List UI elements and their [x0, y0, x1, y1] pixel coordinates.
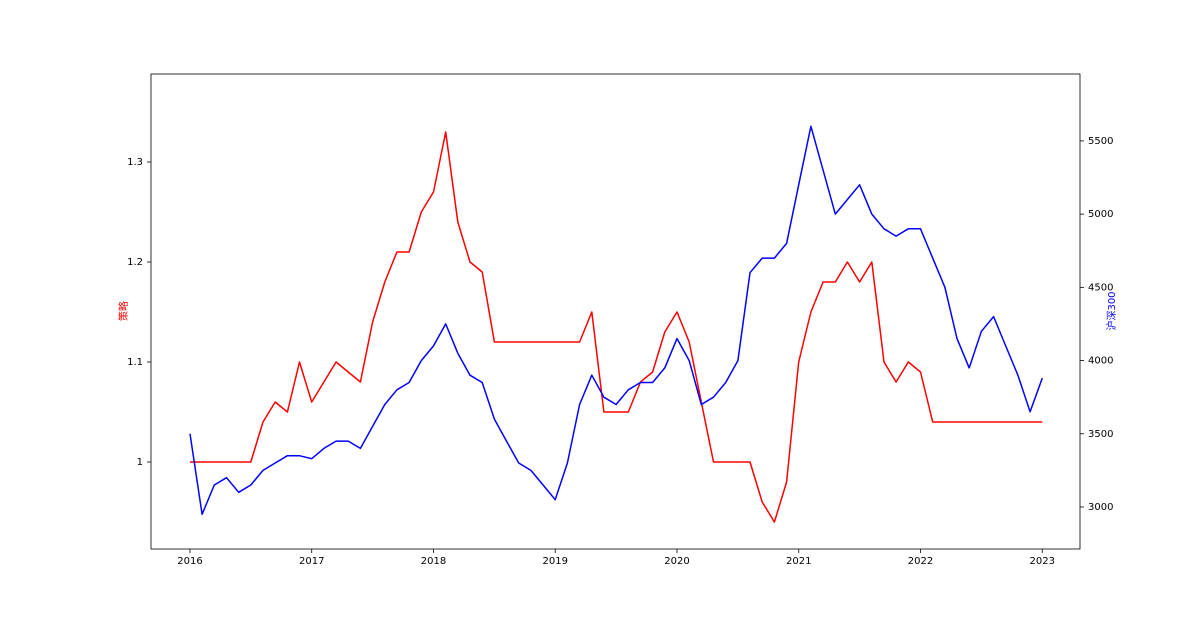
x-tick-label: 2017 [299, 556, 324, 567]
x-tick-label: 2016 [177, 556, 202, 567]
series-line [190, 131, 1043, 523]
x-tick-label: 2019 [543, 556, 568, 567]
y-tick-label: 1 [137, 457, 143, 468]
y2-tick-label: 4000 [1088, 356, 1113, 367]
plot-frame [150, 73, 1081, 550]
y-axis-label: 策略 [117, 301, 130, 321]
y2-tick-label: 4500 [1088, 282, 1113, 293]
y-tick-label: 1.1 [127, 357, 143, 368]
x-tick-label: 2018 [421, 556, 446, 567]
y2-tick-label: 3500 [1088, 429, 1113, 440]
x-tick-label: 2023 [1030, 556, 1055, 567]
y2-tick-label: 5500 [1088, 136, 1113, 147]
x-tick-label: 2020 [664, 556, 689, 567]
y-tick-label: 1.3 [127, 157, 143, 168]
x-tick-label: 2021 [786, 556, 811, 567]
y-tick-label: 1.2 [127, 257, 143, 268]
y2-tick-label: 3000 [1088, 502, 1113, 513]
y2-axis-label: 沪深300 [1105, 291, 1118, 330]
series-line [189, 125, 1044, 516]
x-tick-label: 2022 [908, 556, 933, 567]
y2-tick-label: 5000 [1088, 209, 1113, 220]
